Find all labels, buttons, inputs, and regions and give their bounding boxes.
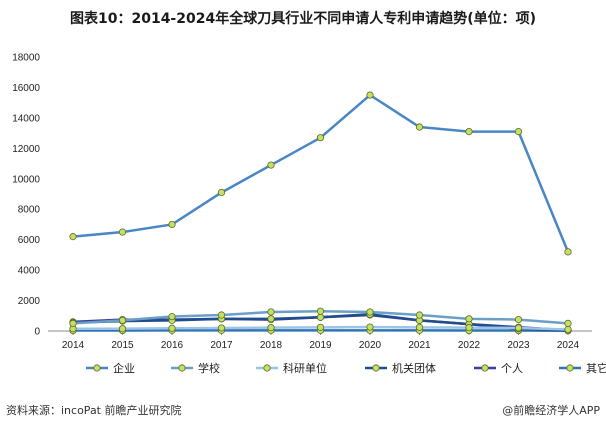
data-point bbox=[168, 312, 176, 321]
data-point bbox=[366, 308, 374, 316]
data-point bbox=[465, 127, 473, 136]
legend-swatch-marker bbox=[566, 364, 574, 372]
data-point bbox=[564, 325, 572, 334]
data-point bbox=[514, 315, 523, 324]
data-point bbox=[168, 324, 176, 332]
y-tick-label: 2000 bbox=[18, 296, 41, 307]
x-tick-label: 2019 bbox=[309, 340, 332, 351]
legend-swatch-marker bbox=[178, 364, 186, 372]
x-tick-label: 2017 bbox=[210, 340, 233, 351]
data-point bbox=[564, 319, 572, 327]
data-point bbox=[118, 325, 127, 333]
legend-label: 机关团体 bbox=[392, 361, 436, 375]
y-tick-label: 16000 bbox=[12, 83, 40, 94]
brand-credit: @前瞻经济学人APP bbox=[502, 404, 600, 417]
data-point bbox=[316, 307, 325, 315]
data-point bbox=[366, 323, 374, 331]
legend-swatch-marker bbox=[481, 364, 489, 372]
legend-item: 学校 bbox=[171, 361, 220, 375]
data-point bbox=[267, 324, 275, 332]
data-point bbox=[415, 323, 424, 331]
data-point bbox=[168, 220, 176, 229]
chart-title: 图表10：2014-2024年全球刀具行业不同申请人专利申请趋势(单位：项) bbox=[69, 11, 537, 27]
y-tick-label: 18000 bbox=[12, 53, 40, 64]
legend-label: 其它 bbox=[586, 361, 606, 375]
chart-axes: 0 2000 4000 6000 8000 10000 12000 14000 16000 180… bbox=[12, 53, 592, 351]
y-tick-label: 8000 bbox=[18, 205, 41, 216]
x-tick-label: 2018 bbox=[260, 340, 283, 351]
data-point bbox=[267, 308, 275, 316]
data-point bbox=[316, 323, 325, 331]
y-tick-label: 12000 bbox=[12, 144, 40, 155]
data-point bbox=[316, 313, 325, 321]
x-tick-label: 2021 bbox=[408, 340, 431, 351]
data-point bbox=[217, 188, 226, 197]
y-tick-label: 0 bbox=[34, 327, 40, 338]
legend-swatch-marker bbox=[372, 364, 380, 372]
data-point bbox=[514, 324, 523, 332]
x-tick-label: 2016 bbox=[161, 340, 184, 351]
legend-swatch-marker bbox=[263, 364, 271, 372]
data-point bbox=[69, 233, 77, 241]
data-point bbox=[415, 311, 424, 319]
data-point bbox=[465, 324, 473, 332]
chart-series bbox=[69, 91, 572, 335]
data-point bbox=[465, 315, 473, 323]
data-point bbox=[217, 311, 226, 319]
x-tick-label: 2015 bbox=[111, 340, 134, 351]
legend-label: 学校 bbox=[198, 361, 220, 375]
data-point bbox=[118, 316, 127, 324]
y-tick-label: 14000 bbox=[12, 113, 40, 124]
legend-label: 个人 bbox=[501, 362, 523, 375]
legend-label: 企业 bbox=[113, 361, 135, 375]
data-point bbox=[69, 319, 77, 327]
x-tick-label: 2023 bbox=[507, 340, 530, 351]
data-point bbox=[118, 228, 127, 236]
legend-label: 科研单位 bbox=[283, 361, 327, 375]
x-tick-label: 2020 bbox=[359, 340, 382, 351]
data-point bbox=[267, 161, 275, 169]
data-point bbox=[415, 123, 424, 131]
legend-swatch-marker bbox=[93, 364, 101, 372]
source-note: 资料来源：incoPat 前瞻产业研究院 bbox=[6, 404, 182, 417]
x-tick-label: 2022 bbox=[458, 340, 481, 351]
y-tick-label: 4000 bbox=[18, 266, 41, 277]
legend-item: 其它 bbox=[559, 361, 606, 375]
data-point bbox=[267, 315, 275, 323]
data-point bbox=[514, 127, 523, 136]
legend-item: 机关团体 bbox=[365, 361, 436, 375]
x-tick-label: 2014 bbox=[62, 340, 85, 351]
chart-legend: 企业 学校 科研单位 机关团体 个人 其它 bbox=[86, 361, 606, 375]
series-line bbox=[72, 93, 570, 253]
legend-item: 企业 bbox=[86, 361, 135, 375]
y-tick-label: 10000 bbox=[12, 174, 40, 185]
data-point bbox=[217, 324, 226, 332]
legend-item: 科研单位 bbox=[256, 361, 327, 375]
legend-item: 个人 bbox=[474, 362, 523, 375]
y-tick-label: 6000 bbox=[18, 235, 41, 246]
data-point bbox=[366, 91, 374, 99]
data-point bbox=[564, 248, 572, 256]
x-tick-label: 2024 bbox=[557, 340, 580, 351]
data-point bbox=[316, 134, 325, 142]
